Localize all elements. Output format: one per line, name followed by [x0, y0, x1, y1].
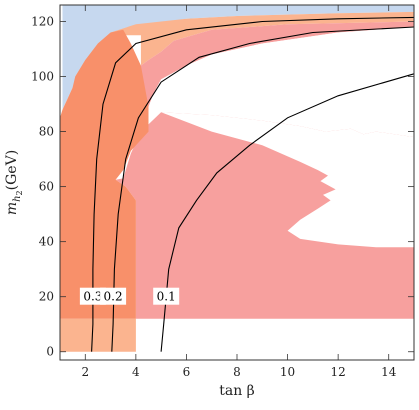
plot-area: 0.3 0.2 0.1 — [60, 5, 415, 352]
white-region-1 — [161, 112, 414, 248]
contour-label-0.3: 0.3 — [83, 290, 102, 304]
y-tick-label-100: 100 — [31, 70, 54, 84]
y-tick-label-20: 20 — [39, 290, 54, 304]
region-light_orange-2 — [60, 318, 136, 352]
y-tick-label-80: 80 — [39, 125, 54, 139]
contour-label-box-0.2 — [100, 287, 127, 305]
x-tick-label-2: 2 — [81, 365, 89, 379]
y-tick-label-0: 0 — [46, 345, 54, 359]
x-tick-label-4: 4 — [132, 365, 140, 379]
axis-ticks: 2 4 6 8 10 12 14 0 20 40 60 80 100 120 — [31, 5, 414, 379]
y-tick-label-120: 120 — [31, 15, 54, 29]
region-orange-5 — [60, 29, 149, 319]
x-tick-label-14: 14 — [381, 365, 397, 379]
contour-label-0.2: 0.2 — [104, 290, 123, 304]
contour-label-box-0.1 — [153, 287, 180, 305]
contour-line-0.2 — [111, 26, 415, 352]
y-tick-label-60: 60 — [39, 180, 54, 194]
region-red-3 — [72, 21, 414, 201]
white-region-0 — [173, 27, 414, 83]
x-tick-label-12: 12 — [331, 365, 346, 379]
y-axis-label-subscript: h — [12, 195, 23, 201]
x-axis-label: tan β — [219, 383, 255, 399]
x-tick-label-6: 6 — [183, 365, 191, 379]
y-axis-label: mh2(GeV) — [4, 150, 24, 215]
contour-label-0.1: 0.1 — [157, 290, 176, 304]
region-light_orange-1 — [75, 11, 414, 77]
y-tick-label-40: 40 — [39, 235, 54, 249]
x-axis-label-tan: tan β — [219, 383, 255, 399]
y-axis-label-subsubscript: 2 — [15, 190, 24, 195]
y-axis-label-unit: (GeV) — [4, 150, 20, 191]
region-blue-0 — [62, 5, 414, 110]
x-tick-label-8: 8 — [233, 365, 241, 379]
x-tick-label-10: 10 — [280, 365, 295, 379]
contour-line-0.3 — [91, 16, 415, 352]
y-axis-label-symbol: m — [4, 202, 20, 215]
contour-label-box-0.3 — [79, 287, 106, 305]
